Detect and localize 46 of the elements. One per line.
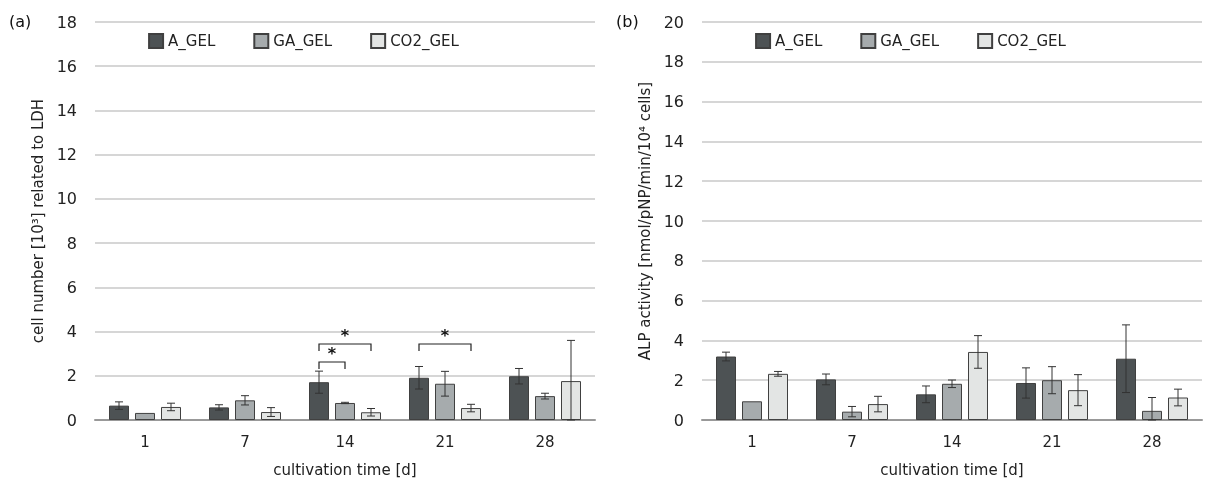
y-tick-label: 18 <box>663 52 684 72</box>
x-tick-label: 7 <box>240 432 250 451</box>
x-axis-title: cultivation time [d] <box>880 460 1024 479</box>
y-tick-label: 4 <box>66 322 77 342</box>
y-tick-label: 0 <box>673 410 684 430</box>
y-tick-label: 2 <box>673 370 684 390</box>
legend-label: CO2_GEL <box>390 32 460 51</box>
x-tick-label: 14 <box>942 432 962 451</box>
annotation: * <box>340 325 350 345</box>
y-tick-label: 10 <box>663 211 684 231</box>
y-tick-label: 18 <box>56 12 77 32</box>
y-tick-label: 20 <box>663 12 684 32</box>
y-tick-label: 8 <box>673 251 684 271</box>
chart-title: (b) <box>616 11 639 31</box>
x-tick-label: 7 <box>847 432 857 451</box>
x-tick-label: 28 <box>1142 432 1162 451</box>
legend-label: CO2_GEL <box>997 32 1067 51</box>
chart-title: (a) <box>9 11 32 31</box>
x-tick-label: 28 <box>535 432 555 451</box>
y-tick-label: 12 <box>56 145 77 165</box>
y-tick-label: 14 <box>56 100 77 120</box>
legend-label: GA_GEL <box>273 32 333 51</box>
x-tick-label: 21 <box>1042 432 1062 451</box>
y-axis-title: cell number [10³] related to LDH <box>29 98 48 344</box>
legend-label: A_GEL <box>775 32 823 51</box>
y-tick-label: 6 <box>66 277 77 297</box>
y-tick-label: 12 <box>663 171 684 191</box>
legend-label: GA_GEL <box>880 32 940 51</box>
annotation: * <box>327 343 337 363</box>
legend-label: A_GEL <box>168 32 216 51</box>
y-tick-label: 16 <box>663 92 684 112</box>
y-tick-label: 16 <box>56 56 77 76</box>
y-tick-label: 10 <box>56 189 77 209</box>
x-axis-title: cultivation time [d] <box>273 460 417 479</box>
y-tick-label: 6 <box>673 291 684 311</box>
y-tick-label: 8 <box>66 233 77 253</box>
x-tick-label: 21 <box>435 432 455 451</box>
y-axis-title: ALP activity [nmol/pNP/min/10⁴ cells] <box>636 81 655 361</box>
x-tick-label: 14 <box>335 432 355 451</box>
y-tick-label: 14 <box>663 131 684 151</box>
y-tick-label: 4 <box>673 330 684 350</box>
annotation: * <box>440 325 450 345</box>
x-tick-label: 1 <box>140 432 150 451</box>
y-tick-label: 2 <box>66 366 77 386</box>
y-tick-label: 0 <box>66 410 77 430</box>
x-tick-label: 1 <box>747 432 757 451</box>
